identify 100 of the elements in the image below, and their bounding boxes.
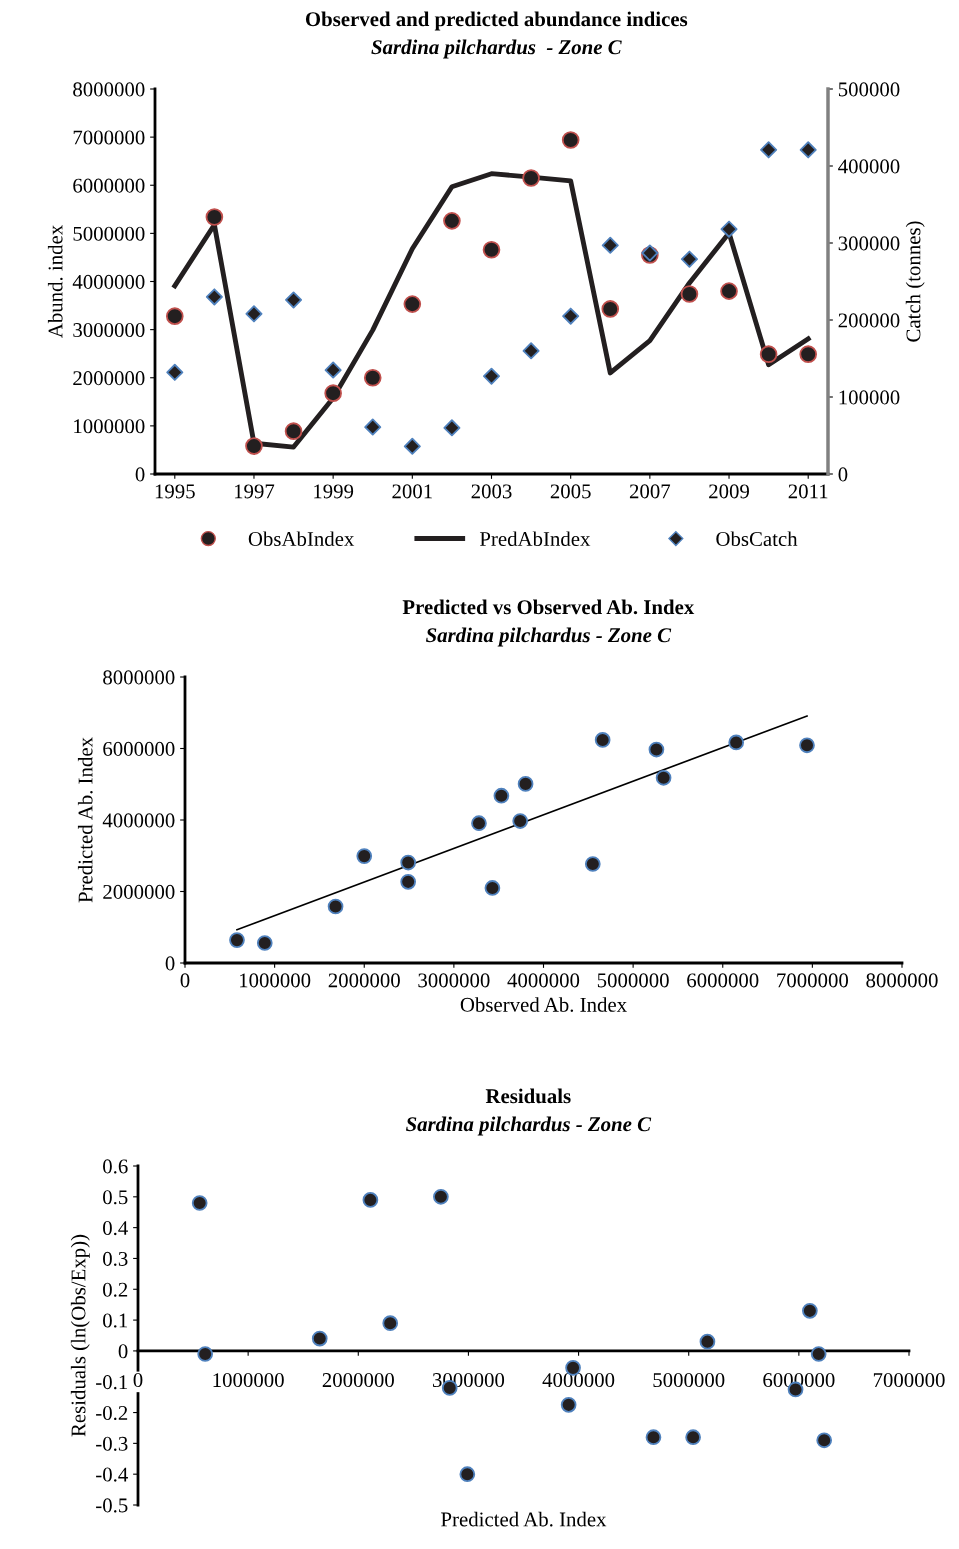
point: [205, 208, 224, 226]
point: [512, 813, 529, 829]
point: [327, 898, 344, 915]
legend-label: PredAbIndex: [479, 531, 591, 547]
point: [799, 141, 817, 159]
y-tick-label: 0: [165, 956, 175, 971]
point: [816, 1432, 833, 1449]
x-tick-label: 3000000: [418, 973, 490, 988]
y-tick-label: 8000000: [103, 670, 175, 685]
point: [284, 422, 303, 440]
point: [493, 787, 510, 804]
point: [311, 1330, 328, 1347]
y2-tick-label: 0: [838, 467, 848, 482]
point: [403, 437, 421, 455]
y2-tick-label: 300000: [838, 236, 900, 251]
point: [799, 737, 815, 754]
x-tick-label: 1995: [155, 484, 195, 499]
point: [324, 384, 342, 402]
point: [648, 741, 665, 758]
point: [256, 935, 273, 951]
y-tick-label: 0.5: [103, 1190, 128, 1205]
x-tick-label: 4000000: [507, 973, 580, 988]
point: [482, 367, 501, 385]
point: [356, 848, 373, 864]
point: [517, 776, 534, 792]
y-tick-label: -0.5: [96, 1498, 128, 1513]
point: [205, 288, 223, 306]
x-tick-label: 1997: [234, 484, 275, 499]
point: [197, 1346, 214, 1362]
point: [601, 236, 619, 254]
y-axis-title: Predicted Ab. Index: [77, 737, 93, 903]
chart-subtitle: Sardina pilchardus - Zone C: [425, 627, 672, 647]
point: [165, 307, 184, 325]
y-tick-label: 0.3: [103, 1251, 128, 1266]
y2-tick-label: 400000: [838, 159, 900, 174]
point: [324, 361, 342, 379]
point: [245, 305, 263, 323]
y-tick-label: 6000000: [73, 178, 145, 193]
point: [685, 1429, 701, 1446]
y-tick-label: -0.4: [96, 1467, 128, 1482]
point: [522, 342, 540, 360]
y-tick-label: 4000000: [72, 274, 145, 289]
y-axis-title: Residuals (ln(Obs/Exp)): [70, 1234, 90, 1437]
point: [584, 856, 601, 872]
point: [720, 220, 738, 238]
point: [285, 291, 303, 309]
point: [680, 285, 699, 303]
y-tick-label: -0.3: [96, 1436, 128, 1451]
y-tick-label: -0.1: [96, 1375, 128, 1390]
point: [166, 363, 184, 381]
y-tick-label: 8000000: [73, 82, 145, 97]
point: [471, 815, 487, 832]
x-tick-label: 2011: [788, 484, 828, 499]
y2-axis-title: Catch (tonnes): [905, 221, 925, 342]
point: [562, 307, 580, 325]
point: [645, 1429, 662, 1446]
x-tick-label: 6000000: [763, 1373, 835, 1388]
point: [802, 1302, 818, 1319]
chart-subtitle: Sardina pilchardus - Zone C: [405, 1116, 652, 1136]
x-tick-label: 2000000: [322, 1373, 394, 1388]
chart-title: Observed and predicted abundance indices: [305, 11, 688, 31]
x-tick-label: 0: [180, 973, 190, 988]
point: [382, 1315, 399, 1332]
chart-title: Residuals: [485, 1088, 571, 1104]
point: [362, 1192, 379, 1208]
point: [400, 873, 417, 890]
point: [484, 880, 501, 896]
x-tick-label: 2003: [471, 484, 512, 499]
point: [443, 419, 461, 437]
x-tick-label: 2001: [392, 484, 432, 499]
y-tick-label: -0.2: [96, 1405, 128, 1421]
y-tick-label: 7000000: [73, 130, 145, 145]
y-tick-label: 0.1: [103, 1313, 128, 1328]
y-tick-label: 0: [118, 1344, 128, 1359]
point: [443, 212, 461, 230]
point: [655, 769, 672, 786]
y-tick-label: 0.2: [103, 1282, 128, 1297]
x-tick-label: 4000000: [542, 1373, 615, 1388]
point: [728, 734, 745, 751]
point: [810, 1346, 827, 1362]
x-tick-label: 5000000: [653, 1373, 725, 1388]
y-tick-label: 0: [135, 467, 145, 482]
x-tick-label: 2009: [709, 484, 750, 499]
point: [229, 932, 245, 948]
x-tick-label: 2000000: [328, 973, 400, 988]
x-tick-label: 7000000: [777, 973, 849, 988]
y-tick-label: 4000000: [102, 813, 175, 828]
x-tick-label: 7000000: [873, 1373, 945, 1388]
point: [594, 732, 611, 748]
point: [799, 345, 818, 363]
point: [522, 169, 540, 187]
point: [403, 295, 422, 313]
point: [191, 1195, 208, 1211]
point: [759, 345, 778, 363]
y-tick-label: 0.4: [103, 1221, 128, 1236]
point: [561, 131, 580, 149]
x-tick-label: 8000000: [866, 973, 938, 988]
chart-subtitle: Sardina pilchardus - Zone C: [371, 39, 622, 59]
point: [245, 437, 263, 455]
y2-tick-label: 200000: [838, 313, 900, 328]
